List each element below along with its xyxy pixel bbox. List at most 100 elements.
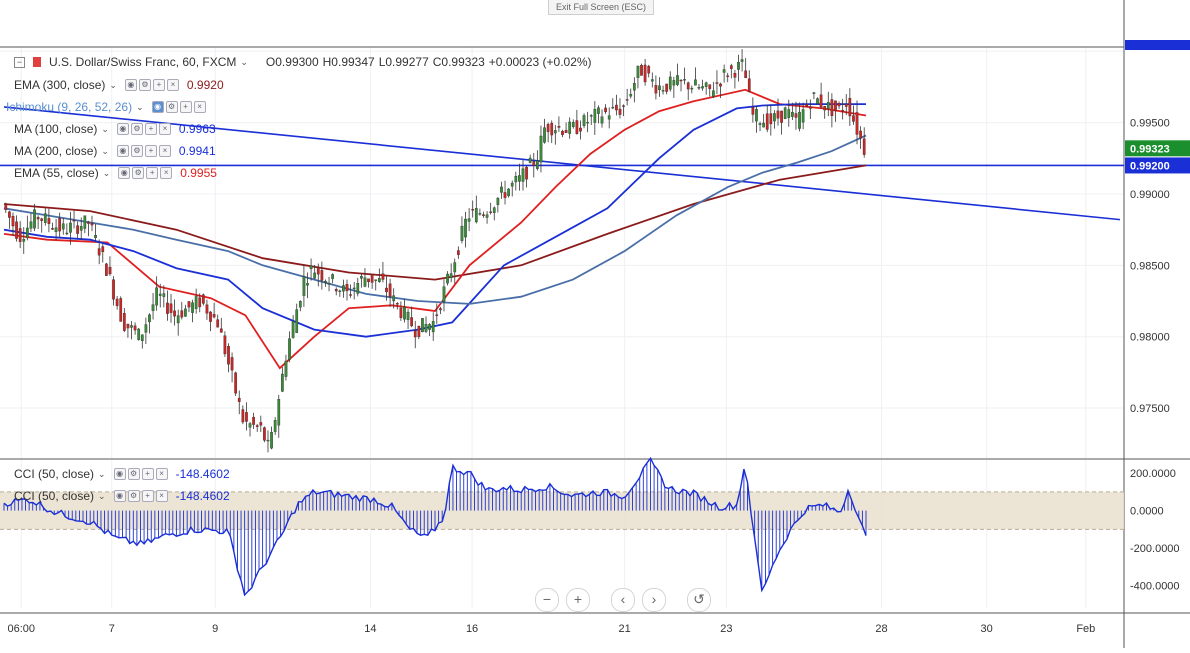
candle-body — [482, 214, 485, 216]
indicator-buttons[interactable]: ◉ ⚙ + × — [116, 145, 171, 157]
candle-body — [209, 311, 212, 322]
candle-body — [94, 235, 97, 239]
indicator-buttons[interactable]: ◉ ⚙ + × — [124, 79, 179, 91]
candle-body — [579, 127, 582, 132]
indicator-legend-ma200[interactable]: MA (200, close) ⌄ ◉ ⚙ + × 0.9941 — [14, 144, 216, 158]
candle-body — [435, 314, 439, 316]
zoom-out-button[interactable]: − — [535, 588, 559, 612]
candle-body — [230, 357, 234, 371]
candle-body — [643, 64, 647, 83]
candle-body — [733, 73, 737, 78]
chevron-down-icon[interactable]: ⌄ — [240, 56, 248, 67]
ohlc-open: O0.99300 — [265, 55, 319, 69]
candle-body — [640, 65, 643, 76]
chevron-down-icon[interactable]: ⌄ — [109, 79, 117, 90]
candle-body — [780, 110, 783, 123]
candle-body — [40, 218, 44, 221]
candle-body — [140, 334, 144, 342]
candle-body — [816, 98, 819, 104]
indicator-name[interactable]: MA (200, close) — [14, 144, 98, 158]
indicator-name[interactable]: EMA (300, close) — [14, 78, 106, 92]
collapse-icon[interactable]: − — [14, 56, 25, 68]
chevron-down-icon[interactable]: ⌄ — [101, 145, 109, 156]
candle-body — [571, 122, 575, 127]
candle-body — [360, 276, 363, 279]
candle-body — [456, 250, 460, 255]
zoom-in-button[interactable]: + — [566, 588, 590, 612]
indicator-value: -148.4602 — [175, 489, 230, 503]
indicator-legend-ema55[interactable]: EMA (55, close) ⌄ ◉ ⚙ + × 0.9955 — [14, 166, 217, 180]
candle-body — [363, 277, 367, 287]
indicator-legend-ema300[interactable]: EMA (300, close) ⌄ ◉ ⚙ + × 0.9920 — [14, 78, 224, 92]
candle-body — [377, 278, 381, 282]
candle-body — [133, 325, 137, 331]
scroll-left-button[interactable]: ‹ — [611, 588, 635, 612]
indicator-name[interactable]: MA (100, close) — [14, 122, 98, 136]
indicator-name[interactable]: Ichimoku (9, 26, 52, 26) — [6, 100, 133, 114]
symbol-name[interactable]: U.S. Dollar/Swiss Franc, 60, FXCM — [49, 55, 237, 69]
indicator-value: 0.9920 — [186, 78, 224, 92]
candle-body — [83, 215, 87, 229]
scroll-right-button[interactable]: › — [642, 588, 666, 612]
candle-body — [593, 109, 597, 123]
candle-body — [176, 315, 180, 324]
candle-body — [431, 321, 435, 333]
symbol-legend: − U.S. Dollar/Swiss Franc, 60, FXCM ⌄ O0… — [14, 55, 592, 69]
candle-body — [636, 65, 640, 78]
candle-body — [737, 62, 740, 70]
indicator-buttons[interactable]: ◉ ⚙ + × — [113, 468, 168, 480]
candle-body — [180, 310, 184, 318]
candle-body — [446, 273, 449, 284]
candle-body — [546, 124, 550, 132]
chevron-down-icon[interactable]: ⌄ — [98, 468, 106, 479]
candle-body — [474, 208, 478, 223]
candle-body — [331, 274, 334, 279]
time-tick-label: 14 — [364, 623, 376, 635]
chevron-down-icon[interactable]: ⌄ — [101, 123, 109, 134]
indicator-buttons[interactable]: ◉ ⚙ + × — [151, 101, 206, 113]
indicator-name[interactable]: CCI (50, close) — [14, 489, 95, 503]
trendline-line — [3, 106, 1121, 221]
reset-chart-button[interactable]: ↺ — [687, 588, 711, 612]
candle-body — [625, 99, 629, 101]
indicator-name[interactable]: CCI (50, close) — [14, 467, 95, 481]
indicator-name[interactable]: EMA (55, close) — [14, 166, 99, 180]
candle-body — [205, 304, 209, 314]
candle-body — [298, 301, 302, 308]
candle-body — [464, 218, 467, 238]
candle-body — [43, 213, 47, 223]
candle-body — [90, 223, 94, 226]
candle-body — [395, 303, 399, 305]
chevron-down-icon[interactable]: ⌄ — [102, 167, 111, 178]
candle-body — [255, 425, 259, 427]
candle-body — [597, 107, 600, 114]
cci-legend-2[interactable]: CCI (50, close) ⌄ ◉ ⚙ + × -148.4602 — [14, 489, 230, 503]
candle-body — [79, 226, 83, 231]
chevron-down-icon[interactable]: ⌄ — [136, 101, 144, 112]
cci-legend-1[interactable]: CCI (50, close) ⌄ ◉ ⚙ + × -148.4602 — [14, 467, 230, 481]
candle-body — [187, 301, 191, 308]
hline-label-bg — [1125, 157, 1190, 174]
indicator-buttons[interactable]: ◉ ⚙ + × — [113, 490, 168, 502]
price-tick-label: 0.99500 — [1130, 118, 1170, 130]
indicator-buttons[interactable]: ◉ ⚙ + × — [116, 123, 171, 135]
indicator-legend-ma100[interactable]: MA (100, close) ⌄ ◉ ⚙ + × 0.9963 — [14, 122, 216, 136]
time-tick-label: 16 — [466, 623, 478, 635]
candle-body — [729, 65, 733, 69]
candle-body — [413, 330, 417, 338]
candle-body — [539, 135, 543, 163]
candle-body — [252, 416, 255, 425]
indicator-buttons[interactable]: ◉ ⚙ + × — [118, 167, 173, 179]
candle-body — [198, 297, 202, 308]
candle-body — [212, 314, 216, 318]
indicator-legend-ichimoku[interactable]: Ichimoku (9, 26, 52, 26) ⌄ ◉ ⚙ + × — [6, 100, 210, 114]
indicator-value: 0.9955 — [180, 166, 217, 180]
candle-body — [374, 279, 378, 281]
exit-fullscreen-button[interactable]: Exit Full Screen (ESC) — [548, 0, 654, 15]
candle-body — [36, 217, 40, 220]
chevron-down-icon[interactable]: ⌄ — [98, 490, 106, 501]
candle-body — [288, 338, 291, 360]
